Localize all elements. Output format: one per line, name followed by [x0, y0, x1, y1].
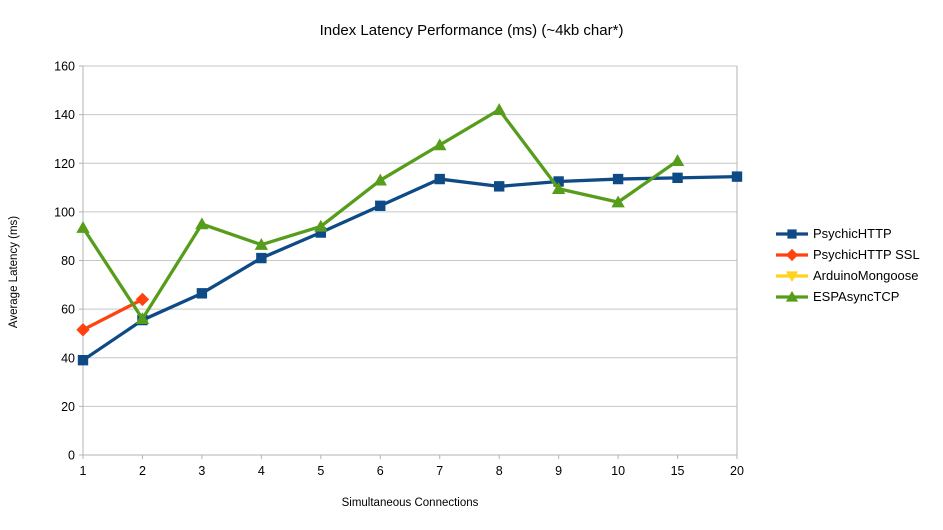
- y-tick-label: 0: [68, 449, 75, 463]
- legend-item-ArduinoMongoose: ArduinoMongoose: [775, 265, 920, 286]
- series-marker-ESPAsyncTCP: [551, 182, 566, 194]
- series-marker-PsychicHTTP-SSL: [135, 292, 150, 307]
- series-line-PsychicHTTP: [82, 174, 738, 362]
- y-tick-label: 140: [54, 108, 75, 122]
- y-tick-label: 120: [54, 157, 75, 171]
- legend-item-PsychicHTTP: PsychicHTTP: [775, 223, 920, 244]
- series-marker-PsychicHTTP: [731, 171, 743, 182]
- y-tick-label: 60: [61, 303, 75, 317]
- legend-item-ESPAsyncTCP: ESPAsyncTCP: [775, 286, 920, 307]
- series-marker-ESPAsyncTCP: [76, 220, 90, 233]
- legend-item-PsychicHTTP-SSL: PsychicHTTP SSL: [775, 244, 920, 265]
- chart-legend: PsychicHTTP PsychicHTTP SSL ArduinoMongoos…: [775, 223, 920, 307]
- legend-label: PsychicHTTP SSL: [813, 247, 920, 262]
- legend-marker-triangle-down-icon: [776, 270, 808, 282]
- series-line-ESPAsyncTCP: [81, 108, 679, 321]
- series-marker-PsychicHTTP: [493, 181, 505, 192]
- x-tick-label: 2: [139, 464, 146, 478]
- series-marker-ESPAsyncTCP: [195, 217, 209, 230]
- legend-label: ArduinoMongoose: [813, 268, 919, 283]
- x-tick-label: 5: [317, 464, 324, 478]
- legend-label: PsychicHTTP: [813, 226, 892, 241]
- series-marker-PsychicHTTP: [196, 288, 208, 299]
- legend-marker-diamond-icon: [776, 248, 808, 261]
- y-tick-label: 20: [61, 400, 75, 414]
- x-tick-label: 10: [611, 464, 625, 478]
- x-tick-label: 7: [436, 464, 443, 478]
- x-tick-label: 3: [198, 464, 205, 478]
- series-marker-ESPAsyncTCP: [433, 138, 447, 151]
- series-marker-PsychicHTTP: [375, 200, 386, 211]
- y-tick-label: 160: [54, 60, 75, 74]
- series-marker-PsychicHTTP: [77, 354, 89, 366]
- x-tick-label: 20: [730, 464, 744, 478]
- y-tick-label: 40: [61, 351, 75, 365]
- series-marker-PsychicHTTP: [672, 172, 683, 184]
- series-marker-PsychicHTTP-SSL: [76, 323, 90, 337]
- series-marker-ESPAsyncTCP: [254, 237, 269, 250]
- series-marker-ESPAsyncTCP: [314, 219, 328, 232]
- series-marker-ESPAsyncTCP: [611, 195, 625, 208]
- x-tick-label: 4: [258, 464, 265, 478]
- legend-marker-triangle-up-icon: [776, 290, 808, 302]
- x-tick-label: 8: [496, 464, 503, 478]
- x-tick-label: 9: [555, 464, 562, 478]
- x-tick-label: 6: [377, 464, 384, 478]
- y-tick-label: 100: [54, 205, 75, 219]
- legend-label: ESPAsyncTCP: [813, 289, 900, 304]
- series-marker-ESPAsyncTCP: [670, 154, 685, 167]
- y-axis-label: Average Latency (ms): [8, 215, 20, 329]
- series-marker-PsychicHTTP: [256, 252, 267, 264]
- series-marker-ESPAsyncTCP: [492, 103, 506, 115]
- x-tick-label: 15: [671, 464, 685, 478]
- series-marker-PsychicHTTP: [434, 173, 445, 185]
- y-tick-label: 80: [61, 254, 75, 268]
- series-marker-ESPAsyncTCP: [135, 312, 150, 325]
- legend-marker-square-icon: [776, 228, 808, 239]
- chart-title: Index Latency Performance (ms) (~4kb cha…: [319, 22, 624, 39]
- series-marker-PsychicHTTP: [612, 173, 624, 185]
- x-axis-label: Simultaneous Connections: [341, 497, 479, 509]
- x-tick-label: 1: [80, 464, 87, 478]
- series-marker-ESPAsyncTCP: [373, 173, 387, 186]
